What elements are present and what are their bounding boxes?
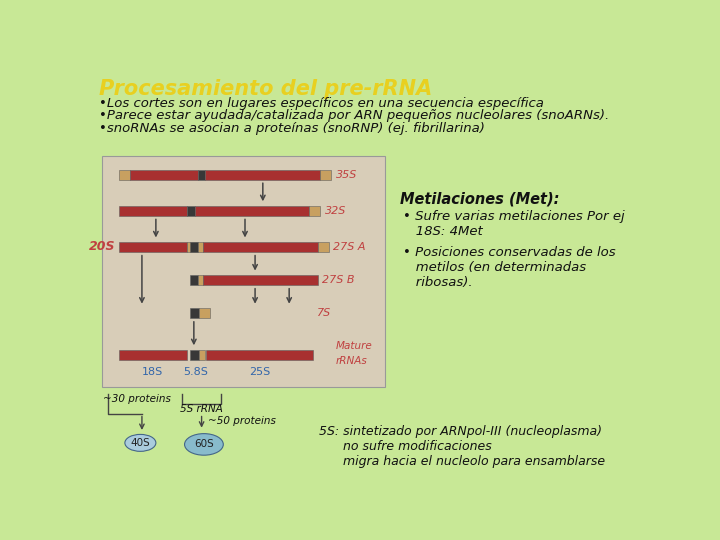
Bar <box>190 350 199 360</box>
Text: • Sufre varias metilaciones Por ej
   18S: 4Met: • Sufre varias metilaciones Por ej 18S: … <box>403 211 625 238</box>
Text: 35S: 35S <box>336 170 357 179</box>
Text: 60S: 60S <box>194 440 214 449</box>
Ellipse shape <box>184 434 223 455</box>
Text: •Parece estar ayudada/catalizada por ARN pequeños nucleolares (snoARNs).: •Parece estar ayudada/catalizada por ARN… <box>99 110 610 123</box>
Bar <box>190 242 198 252</box>
Text: 20S: 20S <box>89 240 116 253</box>
Bar <box>119 170 130 179</box>
Bar <box>190 275 198 285</box>
Bar <box>102 156 384 387</box>
Bar <box>187 242 198 252</box>
Bar <box>194 206 310 215</box>
Text: •snoRNAs se asocian a proteínas (snoRNP) (ej. fibrillarina): •snoRNAs se asocian a proteínas (snoRNP)… <box>99 122 485 135</box>
Bar <box>310 206 320 215</box>
Bar <box>203 242 318 252</box>
Text: •Los cortes son en lugares específicos en una secuencia específica: •Los cortes son en lugares específicos e… <box>99 97 544 110</box>
Bar <box>187 206 194 215</box>
Text: 40S: 40S <box>130 438 150 448</box>
Bar <box>198 275 203 285</box>
Bar <box>198 170 205 179</box>
Bar <box>205 170 320 179</box>
Text: 5S: sintetizado por ARNpol-III (nucleoplasma)
      no sufre modificaciones
    : 5S: sintetizado por ARNpol-III (nucleopl… <box>319 425 605 468</box>
Text: 25S: 25S <box>249 367 270 377</box>
Text: Procesamiento del pre-rRNA: Procesamiento del pre-rRNA <box>99 79 433 99</box>
Bar <box>190 308 199 318</box>
Text: rRNAs: rRNAs <box>336 356 367 366</box>
Text: 32S: 32S <box>325 206 346 215</box>
Bar <box>199 350 204 360</box>
Text: ~50 proteins: ~50 proteins <box>208 416 276 426</box>
Text: Metilaciones (Met):: Metilaciones (Met): <box>400 192 559 207</box>
Text: 5.8S: 5.8S <box>183 367 208 377</box>
Text: ~30 proteins: ~30 proteins <box>103 394 171 404</box>
Bar <box>318 242 329 252</box>
Bar <box>119 350 187 360</box>
Bar <box>199 308 210 318</box>
Text: Mature: Mature <box>336 341 372 351</box>
Bar <box>130 170 198 179</box>
Text: 5S rRNA: 5S rRNA <box>180 404 223 414</box>
Bar <box>198 242 203 252</box>
Bar <box>203 275 318 285</box>
Bar <box>119 206 187 215</box>
Bar <box>119 242 187 252</box>
Text: • Posiciones conservadas de los
   metilos (en determinadas
   ribosas).: • Posiciones conservadas de los metilos … <box>403 246 616 289</box>
Text: 7S: 7S <box>317 308 331 318</box>
Text: 27S A: 27S A <box>333 242 366 252</box>
Text: 27S B: 27S B <box>323 275 355 285</box>
Text: 18S: 18S <box>142 367 163 377</box>
Ellipse shape <box>125 434 156 451</box>
Bar <box>320 170 331 179</box>
Bar <box>206 350 313 360</box>
